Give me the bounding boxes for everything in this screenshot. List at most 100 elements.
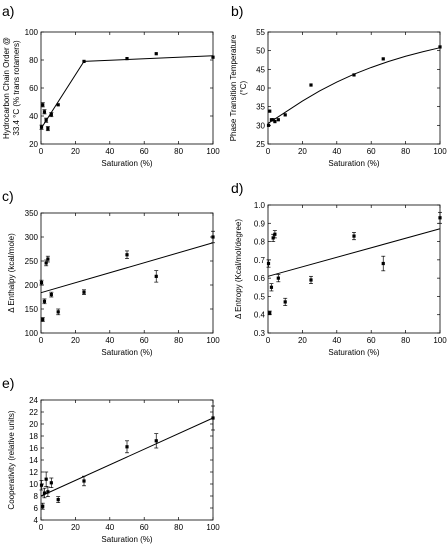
x-axis-label-d: Saturation (%) [328, 348, 379, 357]
data-point [309, 278, 313, 282]
x-tick-label: 100 [206, 336, 220, 345]
panel-label-a: a) [2, 3, 14, 19]
y-tick-label: 10 [29, 480, 38, 489]
x-tick-label: 60 [367, 147, 376, 156]
x-tick-label: 80 [401, 336, 410, 345]
data-point [271, 118, 275, 122]
y-tick-label: 20 [29, 140, 38, 149]
data-point [49, 113, 53, 117]
y-tick-label: 25 [256, 140, 265, 149]
panel-b: b) 0 20 40 60 80 100 25 30 35 40 45 50 55 Saturation (… [229, 3, 447, 168]
y-tick-label: 350 [25, 209, 39, 218]
x-tick-label: 100 [206, 147, 220, 156]
data-point [46, 490, 50, 494]
data-point [154, 52, 158, 56]
data-point [82, 59, 86, 63]
y-tick-label: 0.7 [254, 256, 266, 265]
y-tick-label: 1.0 [254, 201, 266, 210]
x-tick-label: 60 [367, 336, 376, 345]
data-point [276, 276, 280, 280]
data-point [283, 300, 287, 304]
y-axis-label-d: Δ Entropy (Kcal/mol/degree) [234, 219, 243, 319]
plot-frame-c [40, 212, 214, 334]
y-tick-label: 200 [25, 281, 39, 290]
y-tick-label: 0.9 [254, 219, 266, 228]
data-point [125, 57, 129, 61]
x-axis-label-b: Saturation (%) [328, 159, 379, 168]
y-tick-label: 100 [25, 329, 39, 338]
data-point [273, 232, 277, 236]
panel-d: d) 0 20 40 60 80 100 0.3 0.4 0.5 0.6 0.7 0.8 0.9 1.0 Sa… [231, 180, 447, 357]
data-point [125, 445, 129, 449]
x-tick-label: 100 [433, 147, 447, 156]
data-point [211, 235, 215, 239]
x-tick-label: 40 [105, 336, 114, 345]
x-tick-label: 40 [332, 336, 341, 345]
y-tick-label: 50 [256, 47, 265, 56]
data-point [273, 120, 277, 124]
x-tick-label: 60 [140, 523, 149, 532]
y-tick-label: 14 [29, 456, 38, 465]
y-tick-label: 30 [256, 121, 265, 130]
x-tick-label: 100 [433, 336, 447, 345]
y-tick-label: 40 [256, 84, 265, 93]
data-point [276, 118, 280, 122]
y-tick-label: 20 [29, 420, 38, 429]
data-point [438, 45, 442, 49]
data-point [268, 109, 272, 113]
data-point [82, 290, 86, 294]
data-point [283, 113, 287, 117]
fit-line-b [267, 47, 441, 124]
x-tick-label: 20 [298, 147, 307, 156]
y-tick-label: 55 [256, 28, 265, 37]
y-tick-label: 300 [25, 233, 39, 242]
y-tick-label: 0.4 [254, 311, 266, 320]
x-axis-label-e: Saturation (%) [101, 535, 152, 544]
fit-line-a [40, 55, 214, 129]
data-point [266, 261, 271, 266]
x-axis-label-c: Saturation (%) [101, 348, 152, 357]
panel-label-b: b) [231, 3, 243, 19]
data-point [154, 439, 158, 443]
data-point [41, 103, 45, 107]
data-point [56, 103, 60, 107]
y-tick-label: 100 [25, 28, 39, 37]
y-tick-label: 0.5 [254, 292, 266, 301]
fit-line-c [40, 242, 214, 294]
y-tick-label: 0.3 [254, 329, 266, 338]
data-point [381, 261, 385, 266]
x-tick-label: 0 [266, 336, 271, 345]
data-point [42, 110, 47, 114]
x-tick-label: 40 [105, 523, 114, 532]
y-tick-label: 0.6 [254, 274, 266, 283]
y-tick-label: 60 [29, 84, 38, 93]
y-tick-label: 8 [34, 492, 39, 501]
x-tick-label: 100 [206, 523, 220, 532]
data-point [46, 257, 50, 261]
fit-line-d [267, 228, 441, 277]
y-axis-label-c: Δ Enthalpy (kcal/mole) [7, 233, 16, 313]
x-tick-label: 40 [105, 147, 114, 156]
y-tick-label: 0.8 [254, 238, 266, 247]
data-point [269, 285, 274, 289]
x-tick-label: 0 [266, 147, 271, 156]
data-point [269, 118, 274, 122]
data-point [56, 498, 60, 502]
data-point [352, 234, 356, 238]
y-axis-label-a: 33.4 °C (% trans rotamers) [12, 40, 21, 136]
x-tick-label: 60 [140, 147, 149, 156]
x-tick-label: 20 [71, 147, 80, 156]
x-tick-label: 40 [332, 147, 341, 156]
y-tick-label: 16 [29, 444, 38, 453]
data-point [154, 274, 158, 278]
y-tick-label: 6 [34, 504, 39, 513]
data-point [46, 127, 50, 131]
y-tick-label: 24 [29, 396, 38, 405]
y-tick-label: 4 [34, 516, 39, 525]
data-point [56, 310, 60, 314]
data-point [266, 123, 271, 127]
x-tick-label: 0 [39, 147, 44, 156]
x-tick-label: 20 [71, 336, 80, 345]
data-point [39, 125, 44, 129]
